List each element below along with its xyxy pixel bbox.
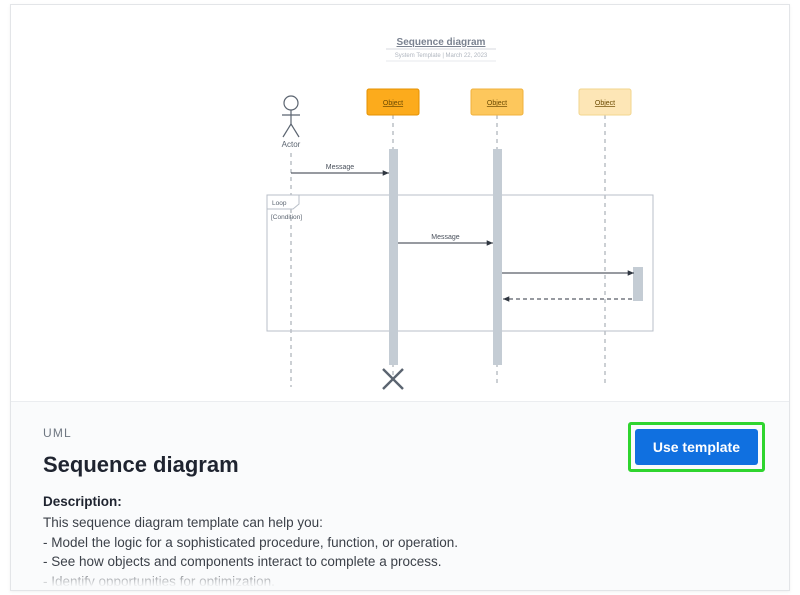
- svg-text:Object: Object: [487, 100, 507, 107]
- svg-text:Loop: Loop: [272, 200, 287, 207]
- description-line: - Identify opportunities for optimizatio…: [43, 572, 757, 591]
- svg-text:Object: Object: [383, 100, 403, 107]
- svg-text:Actor: Actor: [282, 140, 301, 149]
- svg-text:Message: Message: [326, 164, 355, 171]
- svg-text:Sequence diagram: Sequence diagram: [397, 37, 486, 48]
- use-template-button[interactable]: Use template: [635, 429, 758, 465]
- diagram-preview: Sequence diagram System Template | March …: [11, 5, 789, 401]
- cta-highlight-box: Use template: [628, 422, 765, 472]
- svg-text:[Condition]: [Condition]: [271, 214, 302, 221]
- sequence-diagram-svg: Sequence diagram System Template | March …: [11, 5, 790, 401]
- template-card: Sequence diagram System Template | March …: [10, 4, 790, 591]
- description-body: This sequence diagram template can help …: [43, 513, 757, 591]
- svg-text:System Template | March 22, 20: System Template | March 22, 2023: [395, 53, 488, 59]
- svg-text:Object: Object: [595, 100, 615, 107]
- description-line: This sequence diagram template can help …: [43, 513, 757, 533]
- svg-text:Message: Message: [431, 234, 460, 241]
- description-line: - See how objects and components interac…: [43, 552, 757, 572]
- description-heading: Description:: [43, 494, 757, 509]
- info-panel: UML Sequence diagram Description: This s…: [11, 401, 789, 591]
- description-line: - Model the logic for a sophisticated pr…: [43, 533, 757, 553]
